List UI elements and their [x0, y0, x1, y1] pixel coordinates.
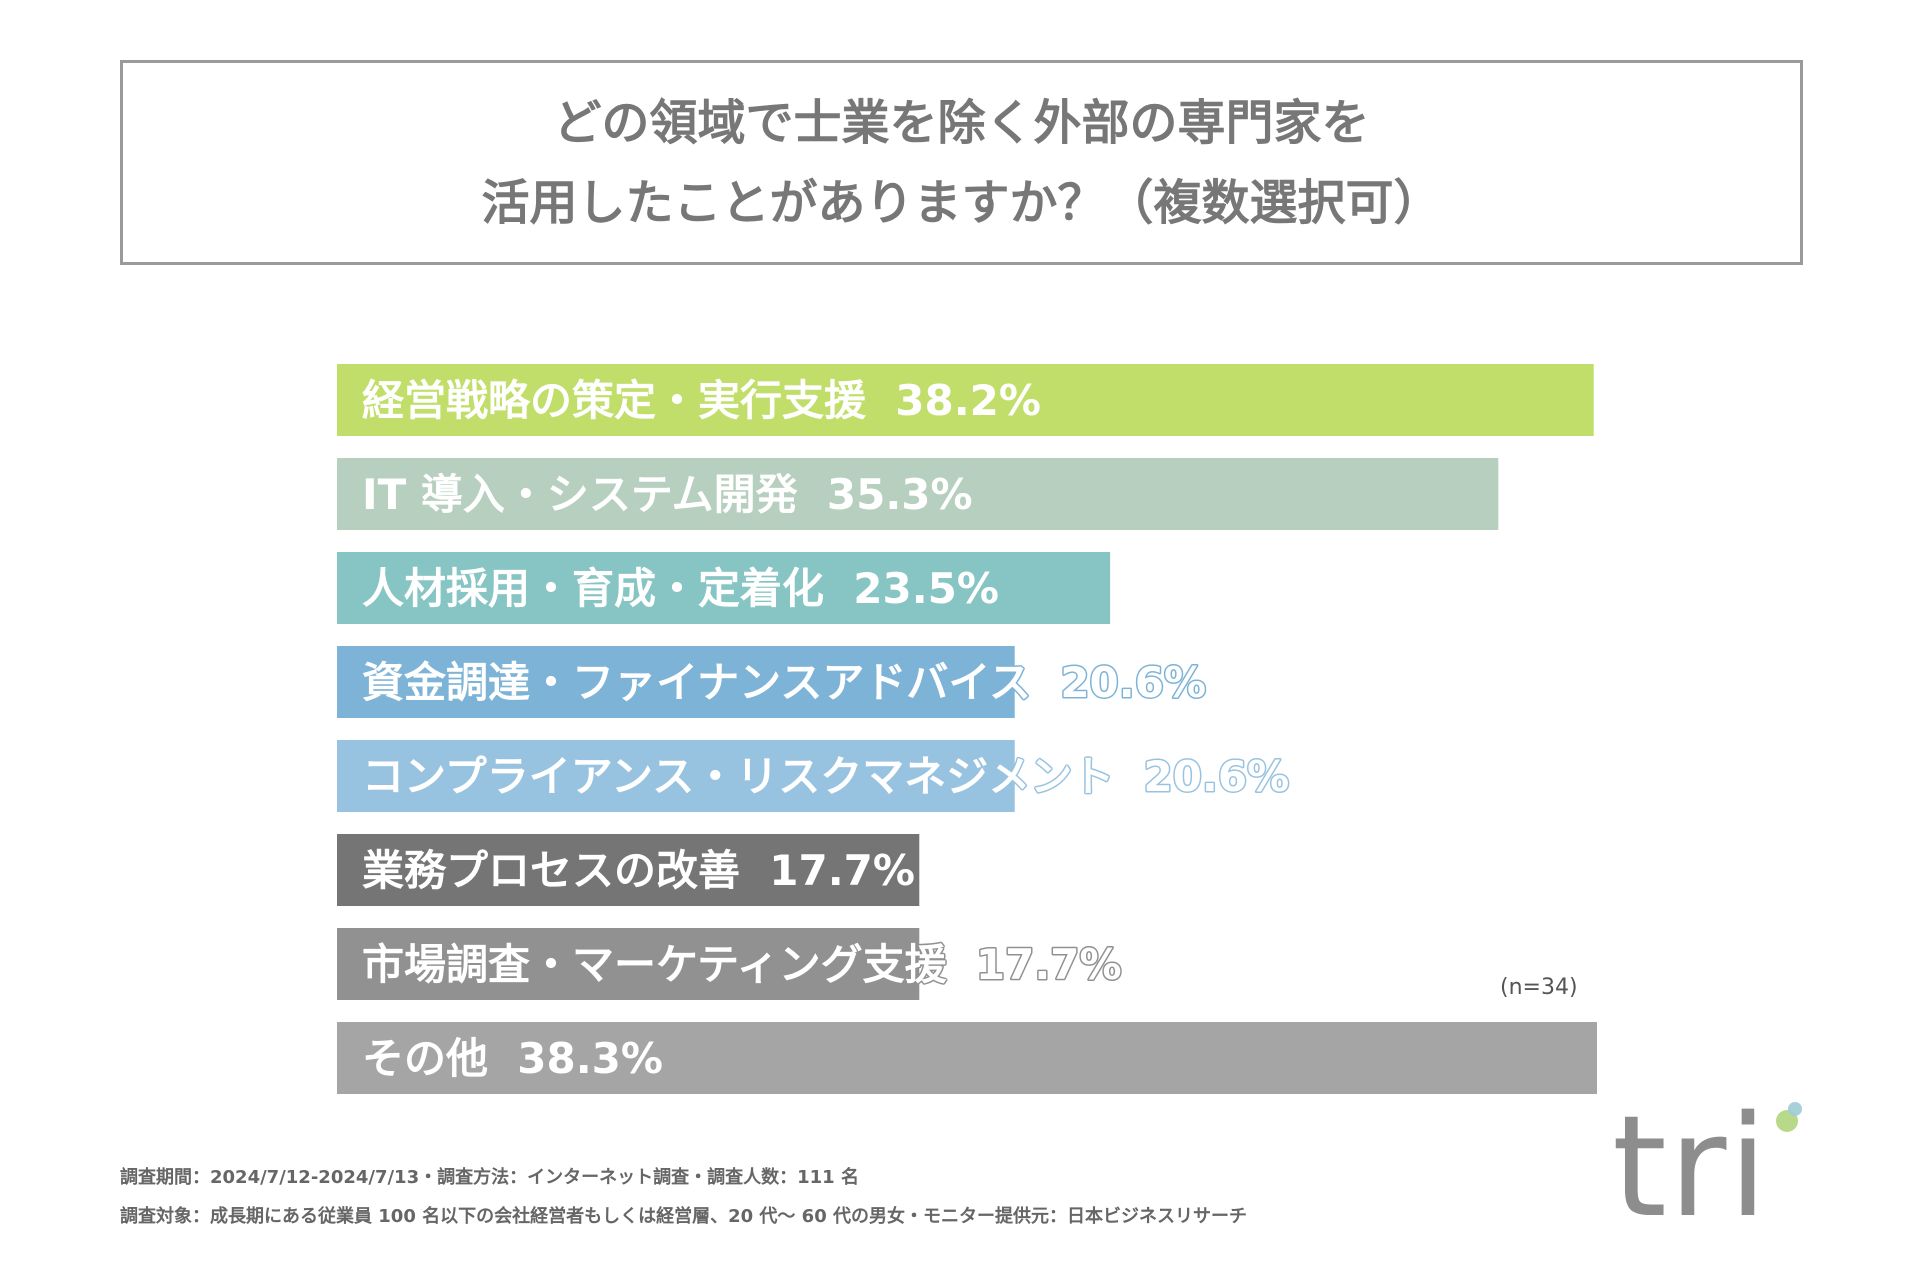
category-label-1: 経営戦略の策定・実行支援	[362, 376, 895, 425]
category-label-6: 業務プロセスの改善	[362, 846, 769, 895]
value-label-8: 38.3%	[517, 1034, 663, 1083]
category-label-5: コンプライアンス・リスクマネジメント	[362, 752, 1143, 801]
bar-4	[337, 646, 1015, 718]
value-label-5: 20.6%	[1143, 752, 1289, 801]
bar-1	[337, 364, 1594, 436]
logo-dot-blue	[1788, 1102, 1802, 1116]
logo-text: tri	[1612, 1086, 1770, 1249]
category-label-4: 資金調達・ファイナンスアドバイス	[362, 658, 1060, 707]
bar-label-4: 資金調達・ファイナンスアドバイス 20.6%	[362, 658, 1206, 707]
bar-label-2: IT 導入・システム開発 35.3%	[362, 470, 973, 519]
bar-5	[337, 740, 1015, 812]
bar-6	[337, 834, 920, 906]
category-label-2: IT 導入・システム開発	[362, 470, 827, 519]
value-label-7: 17.7%	[976, 940, 1122, 989]
value-label-2: 35.3%	[827, 470, 973, 519]
bar-label-5: コンプライアンス・リスクマネジメント 20.6%	[362, 752, 1289, 801]
bar-label-8: その他 38.3%	[362, 1034, 663, 1083]
value-label-3: 23.5%	[853, 564, 999, 613]
bar-label-6: 業務プロセスの改善 17.7%	[362, 846, 915, 895]
category-label-8: その他	[362, 1034, 517, 1083]
chart-title-line-1: どの領域で士業を除く外部の専門家を	[553, 94, 1370, 151]
bar-8	[337, 1022, 1597, 1094]
chart-title-line-2: 活用したことがありますか？（複数選択可）	[481, 174, 1442, 231]
tri-logo: tri	[1612, 1086, 1812, 1249]
value-label-4: 20.6%	[1060, 658, 1206, 707]
chart-title: どの領域で士業を除く外部の専門家を 活用したことがありますか？（複数選択可）	[120, 60, 1803, 265]
bar-7	[337, 928, 920, 1000]
footnote-survey-target: 調査対象：成長期にある従業員 100 名以下の会社経営者もしくは経営層、20 代…	[120, 1206, 1247, 1227]
bar-2	[337, 458, 1499, 530]
category-label-3: 人材採用・育成・定着化	[362, 564, 853, 613]
value-label-1: 38.2%	[895, 376, 1041, 425]
value-label-6: 17.7%	[769, 846, 915, 895]
bar-label-7: 市場調査・マーケティング支援 17.7%	[362, 940, 1122, 989]
footnote-survey-period: 調査期間：2024/7/12-2024/7/13・調査方法：インターネット調査・…	[120, 1167, 859, 1188]
category-label-7: 市場調査・マーケティング支援	[362, 940, 976, 989]
bar-label-1: 経営戦略の策定・実行支援 38.2%	[362, 376, 1041, 425]
bar-label-3: 人材採用・育成・定着化 23.5%	[362, 564, 999, 613]
bar-3	[337, 552, 1111, 624]
sample-size-label: (n=34)	[1500, 975, 1578, 1000]
